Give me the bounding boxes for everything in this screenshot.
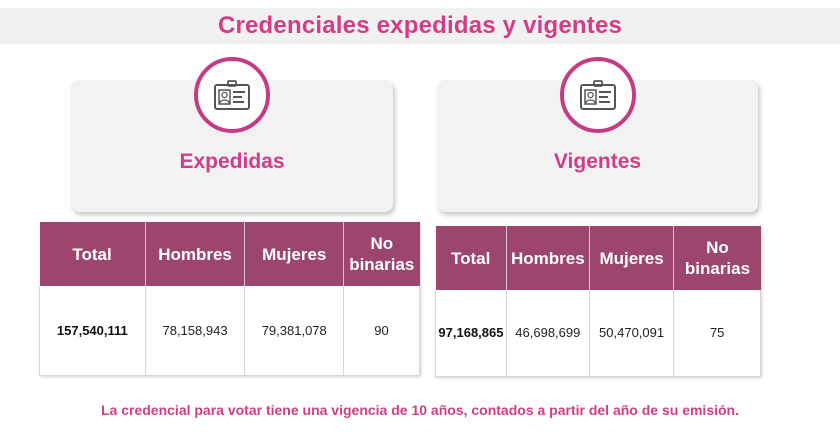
icon-circle-expedidas — [194, 57, 270, 133]
cell-mujeres: 50,470,091 — [589, 290, 675, 377]
column-header-mujeres: Mujeres — [589, 226, 675, 290]
table-vigentes: Total Hombres Mujeres No binarias 97,168… — [435, 226, 761, 377]
cell-hombres: 78,158,943 — [145, 286, 246, 376]
column-header-hombres: Hombres — [145, 222, 246, 286]
card-label-expedidas: Expedidas — [179, 150, 285, 173]
page-title: Credenciales expedidas y vigentes — [217, 12, 623, 39]
title-band: Credenciales expedidas y vigentes — [0, 8, 840, 44]
table-expedidas: Total Hombres Mujeres No binarias 157,54… — [39, 222, 420, 376]
column-header-no-binarias: No binarias — [343, 222, 420, 286]
icon-circle-vigentes — [560, 57, 636, 133]
cell-mujeres: 79,381,078 — [244, 286, 345, 376]
cell-no-binarias: 90 — [343, 286, 420, 376]
table-row: 157,540,111 78,158,943 79,381,078 90 — [39, 286, 420, 376]
cell-total: 97,168,865 — [435, 290, 507, 377]
table-row: 97,168,865 46,698,699 50,470,091 75 — [435, 290, 761, 377]
id-card-icon — [580, 80, 616, 110]
column-header-no-binarias: No binarias — [673, 226, 761, 290]
cell-hombres: 46,698,699 — [506, 290, 590, 377]
column-header-hombres: Hombres — [506, 226, 590, 290]
cell-no-binarias: 75 — [673, 290, 761, 377]
cell-total: 157,540,111 — [39, 286, 146, 376]
column-header-total: Total — [435, 226, 507, 290]
column-header-mujeres: Mujeres — [244, 222, 345, 286]
id-card-icon — [214, 80, 250, 110]
footnote: La credencial para votar tiene una vigen… — [101, 402, 739, 418]
card-label-vigentes: Vigentes — [553, 150, 642, 173]
column-header-total: Total — [39, 222, 146, 286]
